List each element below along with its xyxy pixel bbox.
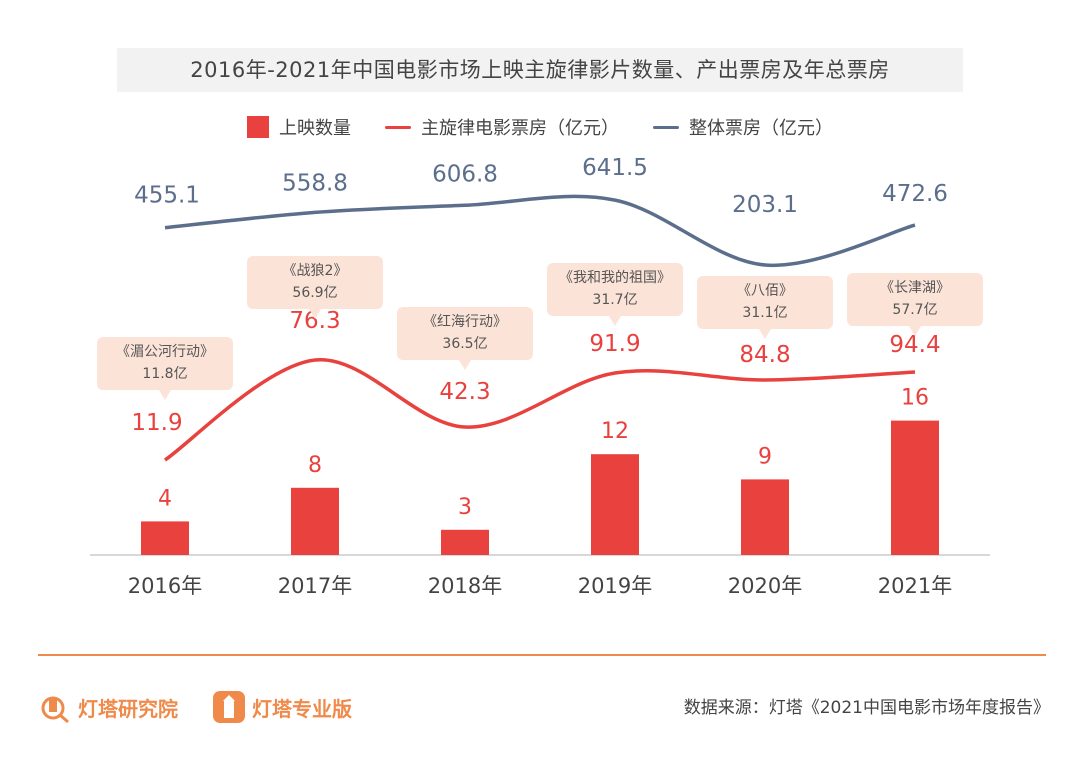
x-tick-label: 2016年 bbox=[128, 574, 202, 598]
lighthouse-app-icon bbox=[213, 691, 245, 723]
brand-dengta-pro: 灯塔专业版 bbox=[212, 690, 352, 724]
legend-label: 主旋律电影票房（亿元） bbox=[421, 118, 619, 139]
total-boxoffice-label: 203.1 bbox=[732, 192, 798, 218]
bar bbox=[591, 454, 639, 555]
bar-label: 12 bbox=[601, 419, 629, 444]
legend-label: 整体票房（亿元） bbox=[689, 118, 833, 139]
bar bbox=[441, 529, 489, 555]
bar bbox=[891, 420, 939, 555]
callout-film: 《战狼2》 bbox=[282, 263, 348, 279]
top-film-callout: 《我和我的祖国》 31.7亿 bbox=[547, 263, 683, 326]
bar-label: 8 bbox=[308, 453, 322, 478]
legend-item-theme-boxoffice: 主旋律电影票房（亿元） bbox=[385, 114, 619, 140]
total-boxoffice-label: 472.6 bbox=[882, 181, 948, 207]
legend-item-count: 上映数量 bbox=[247, 114, 351, 140]
callout-value: 31.1亿 bbox=[742, 305, 788, 321]
top-film-callout: 《湄公河行动》 11.8亿 bbox=[97, 337, 233, 400]
x-tick-label: 2020年 bbox=[728, 574, 802, 598]
top-film-callout: 《战狼2》 56.9亿 bbox=[247, 256, 383, 319]
theme-boxoffice-line bbox=[164, 358, 916, 462]
total-boxoffice-line bbox=[164, 194, 916, 268]
bar-label: 3 bbox=[458, 495, 472, 520]
total-boxoffice-label: 606.8 bbox=[432, 161, 498, 187]
data-source: 数据来源：灯塔《2021中国电影市场年度报告》 bbox=[683, 698, 1050, 718]
x-tick-label: 2017年 bbox=[278, 574, 352, 598]
callout-value: 31.7亿 bbox=[592, 292, 638, 308]
callout-film: 《湄公河行动》 bbox=[116, 344, 214, 360]
legend-swatch-line bbox=[653, 125, 679, 129]
legend: 上映数量 主旋律电影票房（亿元） 整体票房（亿元） bbox=[0, 114, 1080, 140]
x-tick-label: 2019年 bbox=[578, 574, 652, 598]
total-boxoffice-label: 455.1 bbox=[134, 183, 200, 209]
top-film-callout: 《八佰》 31.1亿 bbox=[697, 276, 833, 339]
bar bbox=[141, 521, 189, 555]
x-tick-label: 2021年 bbox=[878, 574, 952, 598]
bar-label: 16 bbox=[901, 386, 929, 411]
chart-title: 2016年-2021年中国电影市场上映主旋律影片数量、产出票房及年总票房 bbox=[117, 48, 963, 92]
x-tick-label: 2018年 bbox=[428, 574, 502, 598]
brand-label: 灯塔专业版 bbox=[252, 696, 352, 721]
bar-label: 9 bbox=[758, 444, 772, 469]
bar-label: 4 bbox=[158, 486, 172, 511]
theme-boxoffice-label: 91.9 bbox=[589, 331, 640, 357]
total-boxoffice-label: 558.8 bbox=[282, 170, 348, 196]
callout-film: 《我和我的祖国》 bbox=[559, 270, 671, 286]
total-boxoffice-label: 641.5 bbox=[582, 155, 648, 181]
bar bbox=[291, 487, 339, 555]
callout-value: 56.9亿 bbox=[292, 285, 338, 301]
callout-film: 《八佰》 bbox=[737, 283, 793, 299]
brand-dengta-research: 灯塔研究院 bbox=[38, 690, 178, 724]
theme-boxoffice-label: 11.9 bbox=[131, 410, 182, 436]
callout-value: 11.8亿 bbox=[142, 366, 188, 382]
callout-value: 57.7亿 bbox=[892, 302, 938, 318]
footer-divider bbox=[38, 654, 1046, 656]
magnifier-lighthouse-icon bbox=[41, 696, 69, 724]
bar bbox=[741, 479, 789, 555]
callout-film: 《红海行动》 bbox=[423, 314, 507, 330]
legend-swatch-bar bbox=[247, 116, 269, 138]
top-film-callout: 《长津湖》 57.7亿 bbox=[847, 273, 983, 336]
theme-boxoffice-label: 94.4 bbox=[889, 332, 940, 358]
top-film-callout: 《红海行动》 36.5亿 bbox=[397, 307, 533, 370]
legend-label: 上映数量 bbox=[279, 118, 351, 139]
theme-boxoffice-label: 84.8 bbox=[739, 342, 790, 368]
brand-label: 灯塔研究院 bbox=[78, 696, 178, 721]
legend-swatch-line bbox=[385, 125, 411, 129]
callout-value: 36.5亿 bbox=[442, 336, 488, 352]
legend-item-total-boxoffice: 整体票房（亿元） bbox=[653, 114, 833, 140]
callout-film: 《长津湖》 bbox=[880, 280, 950, 296]
theme-boxoffice-label: 42.3 bbox=[439, 379, 490, 405]
